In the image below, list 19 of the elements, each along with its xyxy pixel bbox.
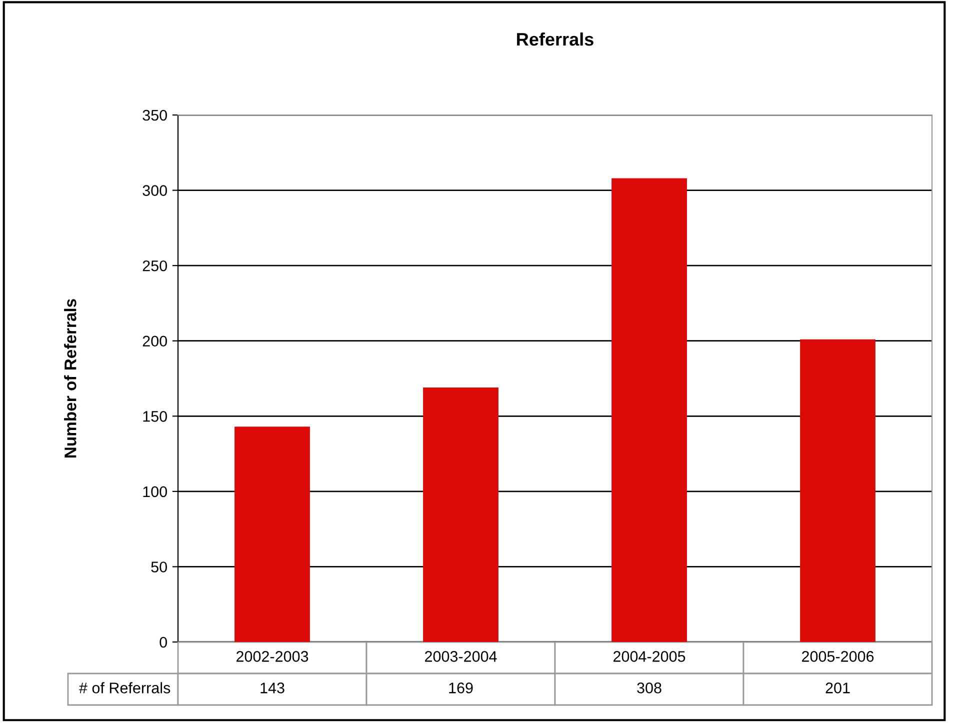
- y-axis-title: Number of Referrals: [64, 299, 76, 458]
- y-tick-label: 150: [143, 411, 167, 422]
- text: # of Referrals: [79, 682, 170, 694]
- x-tick-label: 2005-2006: [802, 651, 874, 662]
- y-tick-label: 200: [142, 336, 167, 347]
- x-tick-label: 2003-2004: [424, 651, 497, 662]
- chart-title: Referrals: [517, 32, 594, 46]
- data-label: 308: [637, 682, 662, 694]
- y-tick-label: 100: [143, 486, 167, 498]
- x-tick-label: 2002-2003: [236, 651, 308, 662]
- x-tick-label: 2004-2005: [613, 651, 686, 662]
- y-tick-label: 350: [142, 110, 167, 121]
- y-tick-label: 0: [160, 636, 167, 648]
- y-tick-label: 50: [151, 562, 167, 572]
- data-label: 143: [260, 682, 284, 694]
- data-label: 169: [449, 682, 473, 694]
- y-tick-label: 250: [142, 260, 167, 272]
- y-tick-label: 300: [142, 185, 167, 196]
- data-label: 201: [826, 682, 850, 694]
